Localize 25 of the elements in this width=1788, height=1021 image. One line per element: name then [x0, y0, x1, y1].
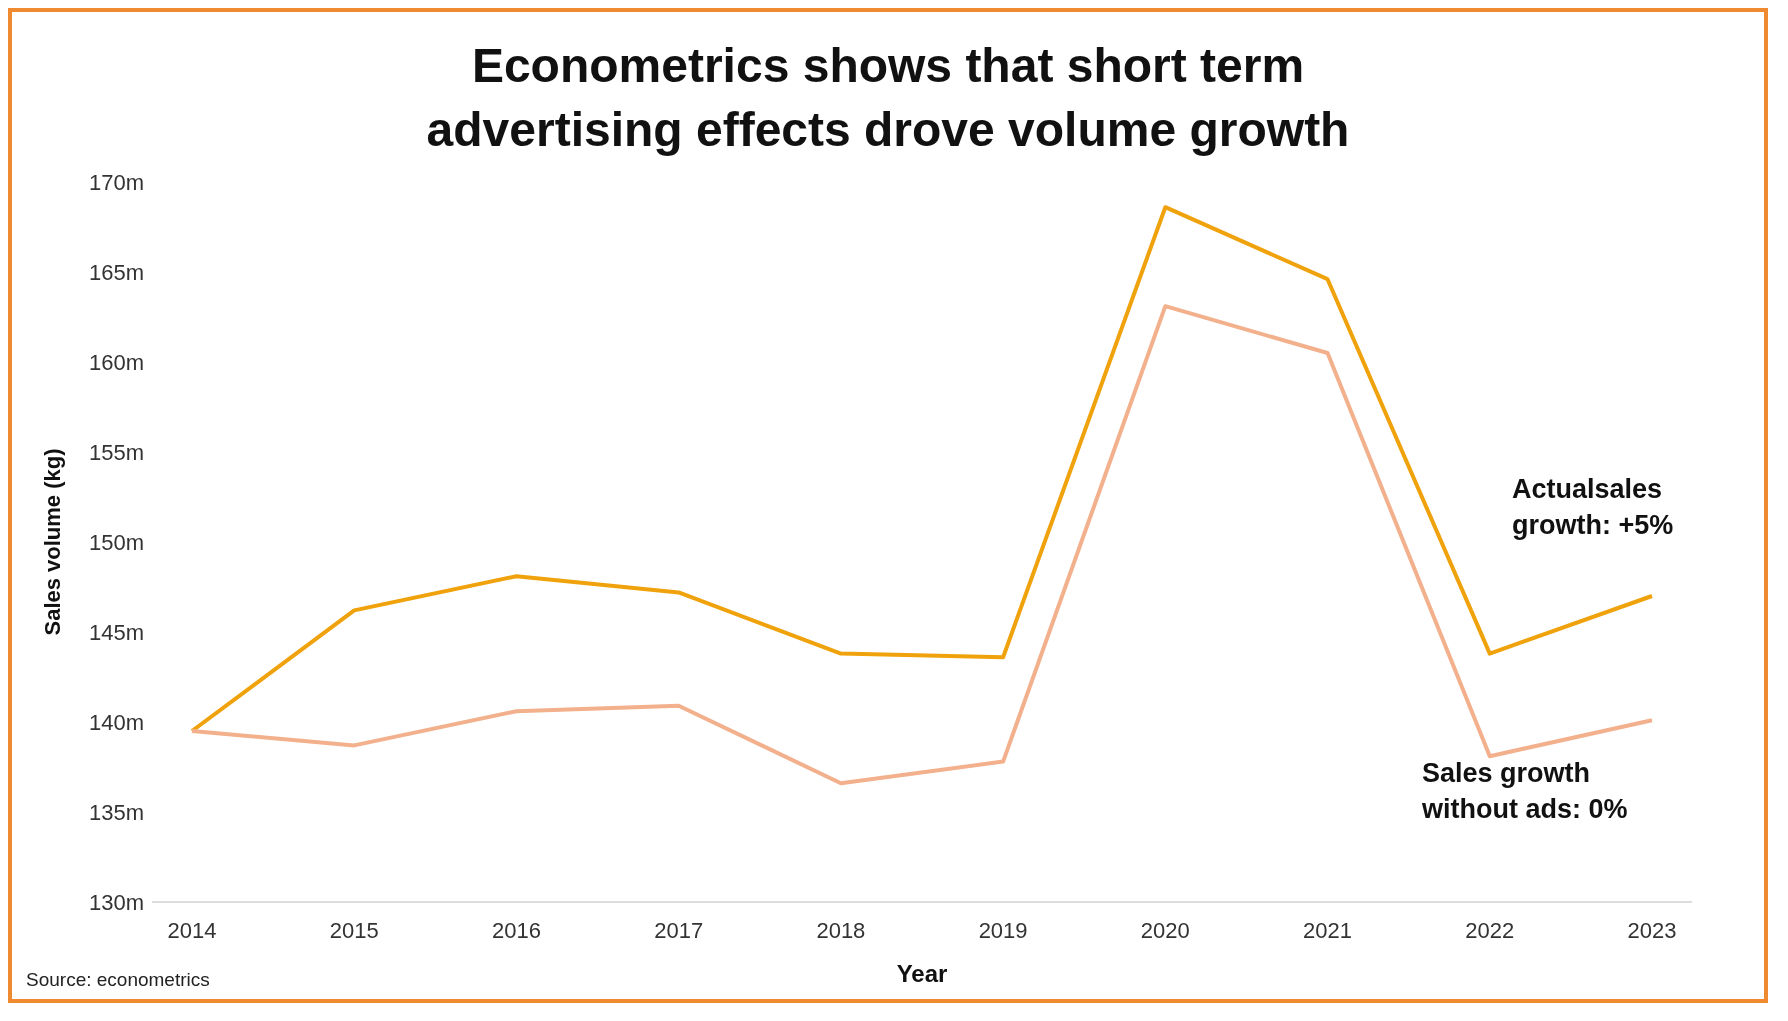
y-tick-label: 155m: [88, 439, 144, 465]
x-tick-label: 2014: [167, 917, 217, 943]
x-axis-title: Year: [896, 960, 948, 987]
x-tick-label: 2022: [1465, 917, 1515, 943]
y-axis-title: Sales volume (kg): [39, 448, 65, 636]
y-tick-label: 160m: [88, 349, 144, 375]
text: Actualsales growth: +5%: [1512, 473, 1675, 542]
x-tick-label: 2019: [978, 917, 1028, 943]
chart-title: Econometrics shows that short term advertising effects drove volume growth: [425, 38, 1351, 158]
x-tick-label: 2021: [1303, 917, 1353, 943]
x-tick-label: 2018: [816, 917, 866, 943]
series-label: Sales growth without ads: 0%: [1422, 757, 1629, 827]
x-tick-label: 2023: [1627, 917, 1677, 943]
y-tick-label: 145m: [88, 619, 144, 645]
x-tick-label: 2015: [329, 917, 379, 943]
y-tick-label: 150m: [88, 529, 144, 555]
x-tick-label: 2016: [491, 917, 541, 943]
y-tick-label: 170m: [88, 169, 144, 195]
y-tick-label: 165m: [88, 259, 144, 285]
y-tick-label: 135m: [88, 799, 144, 825]
y-tick-label: 140m: [88, 709, 144, 735]
x-tick-label: 2017: [654, 917, 704, 943]
y-tick-label: 130m: [88, 889, 144, 915]
source-note: Source: econometrics: [26, 969, 210, 991]
x-tick-label: 2020: [1140, 917, 1190, 943]
